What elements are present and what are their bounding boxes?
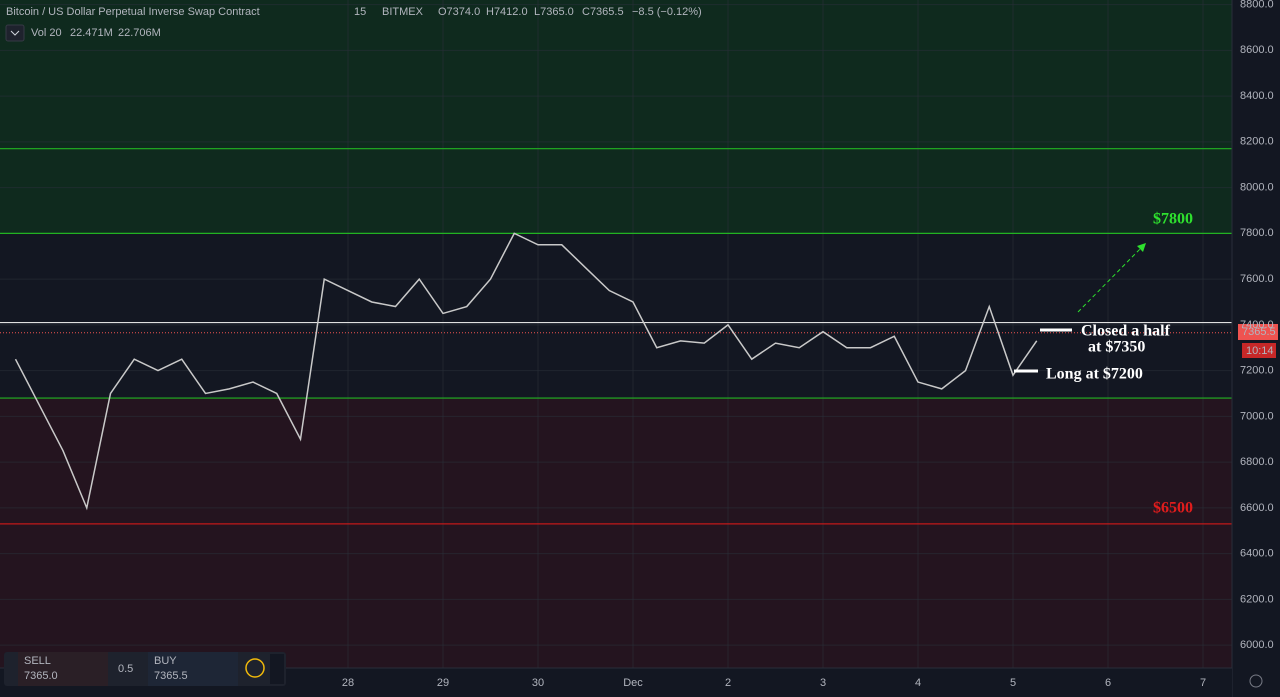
y-tick-label: 7400.0 xyxy=(1240,319,1274,331)
exchange: BITMEX xyxy=(382,6,424,18)
symbol: Bitcoin / US Dollar Perpetual Inverse Sw… xyxy=(6,6,260,18)
price-line xyxy=(14,232,1038,511)
collapse-button[interactable] xyxy=(5,24,25,42)
y-tick-label: 6600.0 xyxy=(1240,502,1274,514)
y-tick-label: 7800.0 xyxy=(1240,227,1274,239)
sell-price: 7365.0 xyxy=(24,670,58,682)
y-tick-label: 8600.0 xyxy=(1240,44,1274,56)
y-tick-label: 8000.0 xyxy=(1240,181,1274,193)
interval: 15 xyxy=(354,6,366,18)
settings-button[interactable] xyxy=(1249,674,1263,688)
timer-text: 10:14 xyxy=(1246,345,1274,357)
y-tick-label: 7200.0 xyxy=(1240,365,1274,377)
buy-button[interactable] xyxy=(148,652,238,686)
y-tick-label: 7000.0 xyxy=(1240,410,1274,422)
y-tick-label: 8800.0 xyxy=(1240,0,1274,10)
zone xyxy=(0,0,1232,234)
zone xyxy=(0,398,1232,668)
timer-tag xyxy=(1242,343,1276,358)
stop-label: $6500 xyxy=(1153,500,1193,517)
arrow xyxy=(1077,246,1143,313)
vol-value: 22.706M xyxy=(118,27,161,39)
x-tick-label: 2 xyxy=(725,677,731,689)
x-tick-label: 5 xyxy=(1010,677,1016,689)
y-tick-label: 8400.0 xyxy=(1240,90,1274,102)
x-tick-label: 29 xyxy=(437,677,449,689)
y-tick-label: 6000.0 xyxy=(1240,639,1274,651)
x-tick-label: 4 xyxy=(915,677,921,689)
ohlc: H7412.0 xyxy=(486,6,528,18)
x-tick-label: 6 xyxy=(1105,677,1111,689)
price-tag-text: 7365.5 xyxy=(1242,326,1276,338)
y-tick-label: 8200.0 xyxy=(1240,136,1274,148)
change: −8.5 (−0.12%) xyxy=(632,6,702,18)
x-tick-label: 28 xyxy=(342,677,354,689)
buy-label: BUY xyxy=(154,655,177,667)
x-tick-label: 7 xyxy=(1200,677,1206,689)
x-tick-label: 3 xyxy=(820,677,826,689)
ohlc: L7365.0 xyxy=(534,6,574,18)
x-tick-label: 30 xyxy=(532,677,544,689)
price-tag xyxy=(1238,324,1278,340)
x-tick-label: Dec xyxy=(623,677,643,689)
info-button[interactable] xyxy=(245,658,265,678)
sell-label: SELL xyxy=(24,655,51,667)
spread: 0.5 xyxy=(118,663,133,675)
closed-label: Closed a half xyxy=(1081,323,1171,340)
y-tick-label: 7600.0 xyxy=(1240,273,1274,285)
sell-button[interactable] xyxy=(18,652,108,686)
chevron xyxy=(10,30,20,36)
vol-label: Vol 20 xyxy=(31,27,62,39)
ohlc: C7365.5 xyxy=(582,6,624,18)
target-label: $7800 xyxy=(1153,211,1193,228)
long-label: Long at $7200 xyxy=(1046,366,1143,383)
zoom-buttons[interactable] xyxy=(270,654,284,684)
buy-price: 7365.5 xyxy=(154,670,188,682)
closed-at-label: at $7350 xyxy=(1088,339,1145,356)
y-tick-label: 6400.0 xyxy=(1240,548,1274,560)
y-tick-label: 6800.0 xyxy=(1240,456,1274,468)
trade-panel: SELL 7365.0 0.5 BUY 7365.5 xyxy=(4,652,286,686)
vol-value: 22.471M xyxy=(70,27,113,39)
y-tick-label: 6200.0 xyxy=(1240,593,1274,605)
arrowhead xyxy=(1137,243,1146,252)
ohlc: O7374.0 xyxy=(438,6,480,18)
